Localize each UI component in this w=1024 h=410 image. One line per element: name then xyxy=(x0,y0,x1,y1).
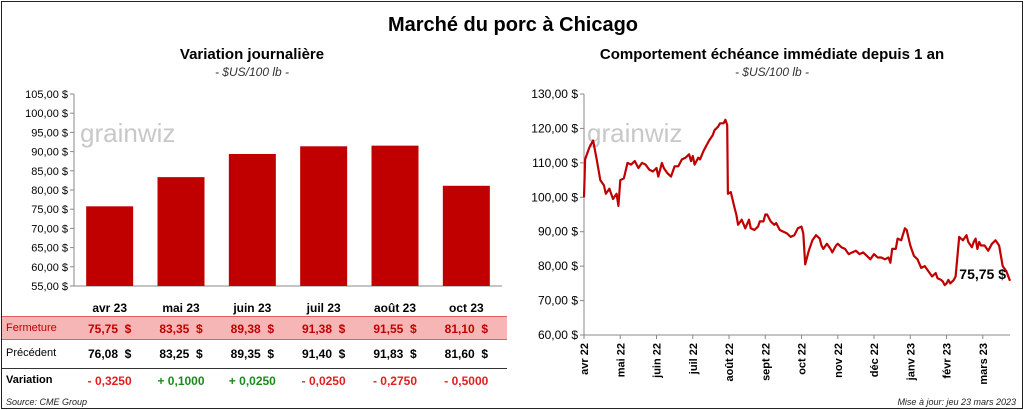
price-table: Fermeture 75,75 $ 83,35 $ 89,38 $ 91,38 $ 91,… xyxy=(2,316,507,396)
bar-avr-23 xyxy=(86,206,134,286)
bar-chart-title: Variation journalière xyxy=(179,46,325,63)
main-title: Marché du porc à Chicago xyxy=(387,14,639,36)
bar-category-label: juin 23 xyxy=(232,301,271,315)
update-note: Mise à jour: jeu 23 mars 2023 xyxy=(897,397,1016,407)
line-x-tick-label: déc 22 xyxy=(869,343,881,377)
watermark-text: grainwiz xyxy=(80,118,175,148)
line-x-tick-label: janv 23 xyxy=(905,343,917,381)
line-y-tick-label: 130,00 $ xyxy=(531,87,578,101)
table-cell: 91,55 $ xyxy=(373,322,417,336)
table-cell: - 0,0250 xyxy=(301,374,346,388)
table-cell: 83,35 $ xyxy=(159,322,203,336)
table-cell: 81,60 $ xyxy=(444,347,489,361)
bar-category-label: août 23 xyxy=(374,301,416,315)
table-cell: 76,08 $ xyxy=(87,347,132,361)
watermark-text-2: grainwiz xyxy=(587,118,682,148)
line-x-tick-label: avr 22 xyxy=(579,343,591,375)
line-y-tick-label: 80,00 $ xyxy=(538,259,578,273)
bar-y-tick-label: 105,00 $ xyxy=(25,89,68,101)
bar-juil-23 xyxy=(300,146,348,286)
last-value-label: 75,75 $ xyxy=(959,266,1006,282)
bar-oct-23 xyxy=(442,185,490,286)
bar-y-tick-label: 80,00 $ xyxy=(31,185,68,197)
bar-category-label: mai 23 xyxy=(162,301,200,315)
table-row-label: Variation xyxy=(6,374,53,386)
table-cell: + 0,0250 xyxy=(228,374,276,388)
line-x-tick-label: sept 22 xyxy=(760,343,772,381)
line-chart-title: Comportement échéance immédiate depuis 1… xyxy=(599,46,945,63)
table-cell: 91,83 $ xyxy=(373,347,417,361)
table-cell: 91,38 $ xyxy=(301,322,346,336)
line-x-tick-label: mai 22 xyxy=(615,343,627,377)
bar-y-tick-label: 70,00 $ xyxy=(31,223,68,235)
line-x-tick-label: févr 23 xyxy=(942,343,954,378)
bar-y-tick-label: 100,00 $ xyxy=(25,108,68,120)
table-cell: - 0,3250 xyxy=(87,374,132,388)
bar-y-tick-label: 55,00 $ xyxy=(31,281,68,293)
bar-chart-unit: - $US/100 lb - xyxy=(214,65,290,79)
bar-y-tick-label: 75,00 $ xyxy=(31,204,68,216)
table-cell: 81,10 $ xyxy=(444,322,489,336)
bar-category-label: oct 23 xyxy=(449,301,484,315)
bar-y-tick-label: 95,00 $ xyxy=(31,127,68,139)
bar-juin-23 xyxy=(228,153,276,286)
table-cell: 75,75 $ xyxy=(87,322,132,336)
table-cell: 89,35 $ xyxy=(230,347,275,361)
table-cell: + 0,1000 xyxy=(157,374,205,388)
line-y-tick-label: 70,00 $ xyxy=(538,294,578,308)
line-y-tick-label: 110,00 $ xyxy=(532,156,578,170)
bar-y-tick-label: 90,00 $ xyxy=(31,147,68,159)
line-x-tick-label: juil 22 xyxy=(688,343,700,375)
table-cell: - 0,2750 xyxy=(372,374,418,388)
line-y-tick-label: 60,00 $ xyxy=(538,328,578,342)
line-x-tick-label: oct 22 xyxy=(797,343,809,375)
bar-y-tick-label: 60,00 $ xyxy=(31,262,68,274)
bar-y-tick-label: 65,00 $ xyxy=(31,243,68,255)
line-chart-unit: - $US/100 lb - xyxy=(734,65,810,79)
table-row-previous: Précédent 76,08 $ 83,25 $ 89,35 $ 91,40 $ 91,… xyxy=(2,342,507,366)
table-row-variation: Variation - 0,3250 + 0,1000 + 0,0250 - 0,025… xyxy=(2,368,507,392)
line-x-tick-label: août 22 xyxy=(724,343,736,382)
table-row-label: Précédent xyxy=(6,347,57,359)
line-y-tick-label: 120,00 $ xyxy=(531,121,578,135)
line-y-tick-label: 90,00 $ xyxy=(538,225,578,239)
bar-chart: grainwiz 55,00 $ 60,00 $ 65,00 $ 70,00 $ 75,… xyxy=(25,89,502,315)
table-cell: - 0,5000 xyxy=(444,374,489,388)
table-row-label: Fermeture xyxy=(6,322,57,334)
bar-category-label: juil 23 xyxy=(306,301,341,315)
bar-category-label: avr 23 xyxy=(92,301,127,315)
table-cell: 91,40 $ xyxy=(301,347,346,361)
table-cell: 83,25 $ xyxy=(159,347,203,361)
line-x-tick-label: mars 23 xyxy=(978,343,990,385)
line-x-tick-label: nov 22 xyxy=(833,343,845,378)
bar-mai-23 xyxy=(157,177,205,286)
table-cell: 89,38 $ xyxy=(230,322,275,336)
bar-y-tick-label: 85,00 $ xyxy=(31,166,68,178)
table-row-close: Fermeture 75,75 $ 83,35 $ 89,38 $ 91,38 $ 91,… xyxy=(2,316,507,340)
line-x-tick-label: juin 22 xyxy=(652,343,664,379)
price-line xyxy=(582,118,1012,287)
line-y-tick-label: 100,00 $ xyxy=(531,190,578,204)
line-chart: grainwiz 60,00 $ 70,00 $ 80,00 $ 90,00 $ 100… xyxy=(531,87,1012,385)
watermark-logo: grainwiz xyxy=(80,118,175,148)
bar-août-23 xyxy=(371,145,419,286)
source-note: Source: CME Group xyxy=(6,397,88,407)
